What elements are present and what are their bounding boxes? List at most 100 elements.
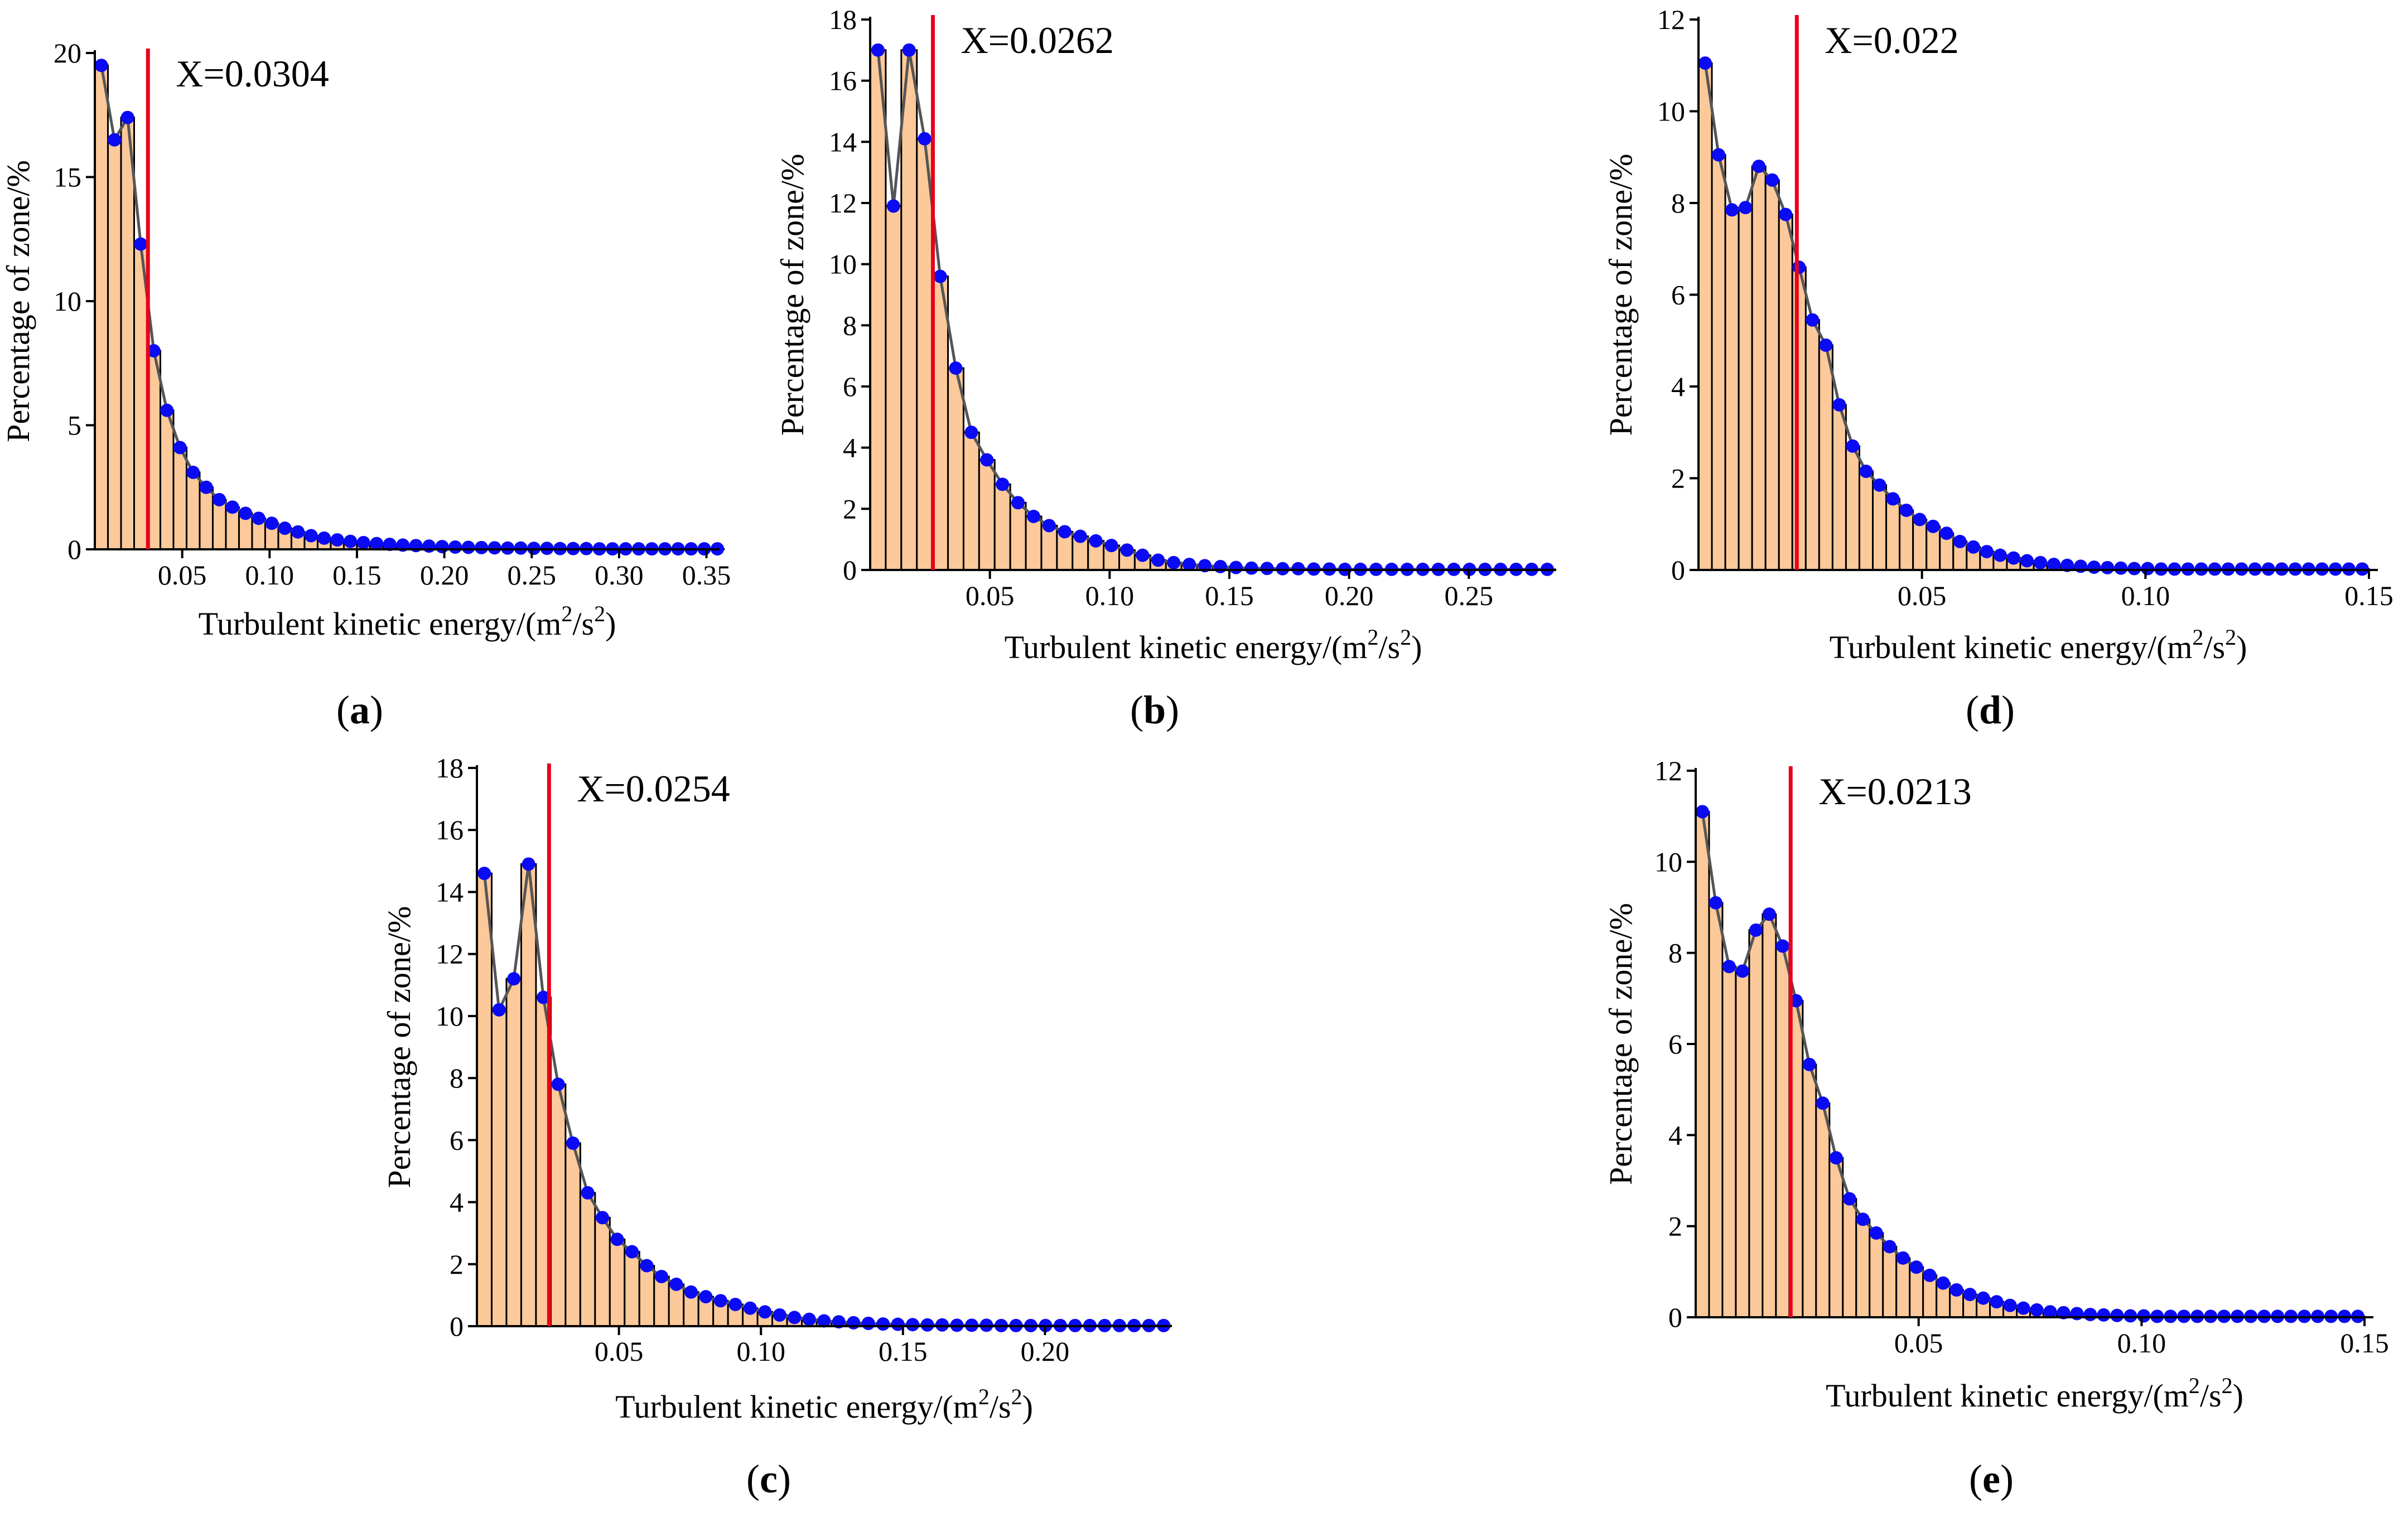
x-tick-label: 0.05 xyxy=(158,559,207,591)
data-point xyxy=(1816,1096,1830,1110)
data-point xyxy=(1213,559,1227,573)
data-point xyxy=(488,541,501,555)
bar xyxy=(900,49,918,571)
bar xyxy=(579,1192,596,1327)
data-point xyxy=(475,540,489,554)
data-point xyxy=(1993,548,2007,562)
data-point xyxy=(1923,1268,1937,1282)
x-axis-title: Turbulent kinetic energy/(m2/s2) xyxy=(1830,625,2247,665)
data-point xyxy=(871,43,885,57)
y-tick-label: 4 xyxy=(1671,371,1685,402)
data-point xyxy=(1896,1251,1910,1265)
y-tick-label: 15 xyxy=(54,162,81,193)
bar xyxy=(1815,1102,1831,1318)
bar xyxy=(1711,154,1726,571)
data-point xyxy=(1873,478,1886,492)
data-point xyxy=(477,867,491,881)
x-tick-label: 0.15 xyxy=(332,559,382,591)
data-point xyxy=(1953,535,1967,549)
data-point xyxy=(1913,513,1927,526)
data-point xyxy=(1963,1288,1977,1302)
data-point xyxy=(1939,526,1953,540)
bar xyxy=(1885,498,1901,571)
data-point xyxy=(501,541,515,555)
data-point xyxy=(2083,1308,2097,1322)
data-point xyxy=(1291,562,1305,576)
data-point xyxy=(684,1285,698,1299)
bar xyxy=(1697,62,1713,571)
data-point xyxy=(2016,1301,2030,1315)
y-tick-label: 4 xyxy=(1668,1119,1682,1151)
y-tick-label: 4 xyxy=(450,1187,464,1218)
y-tick-label: 0 xyxy=(450,1311,464,1342)
data-point xyxy=(1276,562,1290,576)
data-point xyxy=(522,857,535,871)
data-point xyxy=(1749,923,1763,937)
x-tick-label: 0.10 xyxy=(736,1336,785,1367)
bar xyxy=(947,367,964,571)
data-point xyxy=(160,403,174,417)
data-point xyxy=(551,1077,565,1091)
data-point xyxy=(1792,260,1806,274)
bar xyxy=(1802,1064,1817,1318)
data-point xyxy=(1089,534,1103,548)
data-point xyxy=(1244,561,1258,575)
data-point xyxy=(699,1290,713,1304)
x-axis-title: Turbulent kinetic energy/(m2/s2) xyxy=(1005,625,1422,665)
y-tick-label: 0 xyxy=(1671,554,1685,586)
data-point xyxy=(304,529,318,543)
data-point xyxy=(876,1317,890,1331)
bar xyxy=(185,471,201,550)
data-point xyxy=(1011,496,1025,510)
data-point xyxy=(1120,543,1134,557)
threshold-label: X=0.0304 xyxy=(176,52,329,95)
y-tick-label: 20 xyxy=(54,37,81,69)
data-point xyxy=(492,1003,506,1017)
bar xyxy=(1872,484,1888,571)
panel-label: (c) xyxy=(746,1457,791,1501)
y-tick-label: 8 xyxy=(1668,937,1682,969)
data-point xyxy=(581,1186,595,1200)
x-tick-label: 0.10 xyxy=(2121,580,2170,611)
data-point xyxy=(1846,439,1860,453)
data-point xyxy=(2030,1303,2044,1317)
data-point xyxy=(1980,545,1994,559)
chart-panel-a: 0 5 10 15 20 0.05 0.10 0.15 0.20 0.25 0.30 0.35 X=0.… xyxy=(0,37,731,732)
bar xyxy=(1791,266,1807,571)
panel-label: (d) xyxy=(1966,688,2015,732)
data-point xyxy=(1926,519,1940,533)
data-point xyxy=(108,133,122,147)
x-tick-label: 0.25 xyxy=(1445,580,1494,611)
y-tick-label: 2 xyxy=(843,493,857,524)
x-axis-title: Turbulent kinetic energy/(m2/s2) xyxy=(1826,1373,2243,1414)
data-point xyxy=(1739,201,1753,215)
bar xyxy=(638,1265,655,1327)
y-tick-label: 18 xyxy=(436,752,464,784)
data-point xyxy=(996,477,1010,491)
y-tick-label: 2 xyxy=(1668,1211,1682,1242)
data-point xyxy=(1990,1295,2004,1309)
points xyxy=(477,857,1171,1332)
y-tick-label: 2 xyxy=(450,1249,464,1280)
data-point xyxy=(435,540,449,554)
data-point xyxy=(906,1318,920,1332)
chart-panel-b: 0 2 4 6 8 10 12 14 16 18 0.05 0.10 0.15 0.20 0.25 X=0.0… xyxy=(774,4,1556,732)
bar xyxy=(490,1009,508,1327)
data-point xyxy=(1829,1151,1843,1165)
bar xyxy=(1735,970,1750,1318)
data-point xyxy=(1762,907,1776,921)
y-tick-label: 14 xyxy=(436,876,464,907)
bar xyxy=(653,1275,670,1327)
data-point xyxy=(239,506,253,520)
data-point xyxy=(344,534,358,548)
data-point xyxy=(1136,548,1150,562)
data-point xyxy=(933,269,947,283)
y-tick-label: 6 xyxy=(1668,1028,1682,1060)
bar xyxy=(1882,1245,1898,1318)
y-tick-label: 2 xyxy=(1671,463,1685,494)
bar xyxy=(1724,209,1740,571)
data-point xyxy=(1698,56,1712,70)
bar xyxy=(1764,179,1780,571)
data-point xyxy=(949,361,963,375)
